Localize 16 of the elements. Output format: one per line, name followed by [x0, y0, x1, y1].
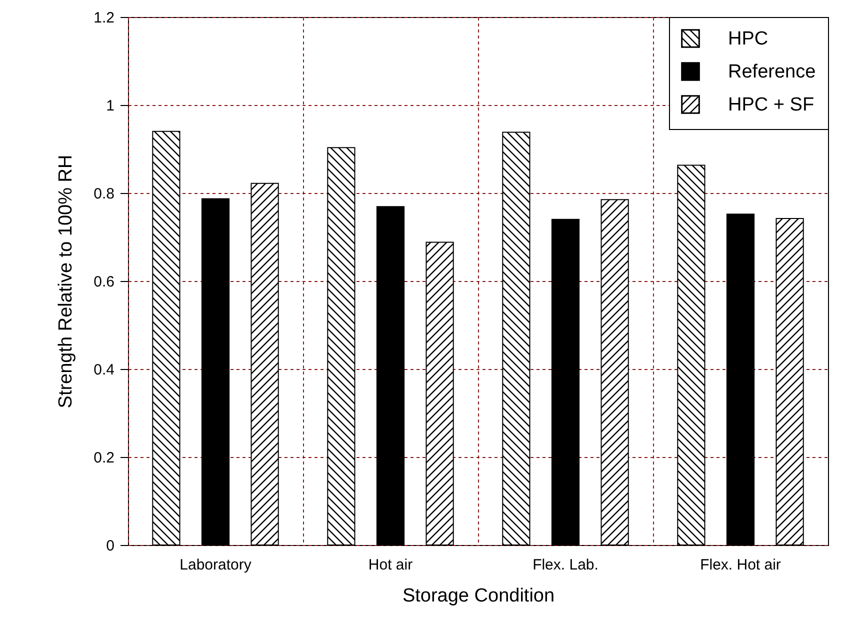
x-tick-label: Flex. Lab. — [532, 556, 598, 574]
y-tick-label: 0.2 — [94, 450, 114, 466]
x-tick-label: Laboratory — [180, 556, 252, 574]
y-tick-label: 0.6 — [94, 274, 114, 290]
y-tick-label: 1.2 — [94, 10, 114, 26]
legend-label: HPC + SF — [728, 94, 814, 116]
y-tick-label: 0 — [106, 538, 114, 554]
y-axis-title: Strength Relative to 100% RH — [56, 154, 77, 408]
y-tick-label: 0.8 — [94, 186, 114, 202]
legend-label: Reference — [728, 62, 816, 82]
y-tick-label: 1 — [106, 98, 114, 114]
x-tick-label: Flex. Hot air — [700, 556, 781, 574]
y-tick-label: 0.4 — [94, 362, 114, 378]
x-tick-label: Hot air — [368, 556, 413, 574]
legend-label: HPC — [728, 28, 768, 50]
x-axis-title: Storage Condition — [402, 586, 555, 606]
